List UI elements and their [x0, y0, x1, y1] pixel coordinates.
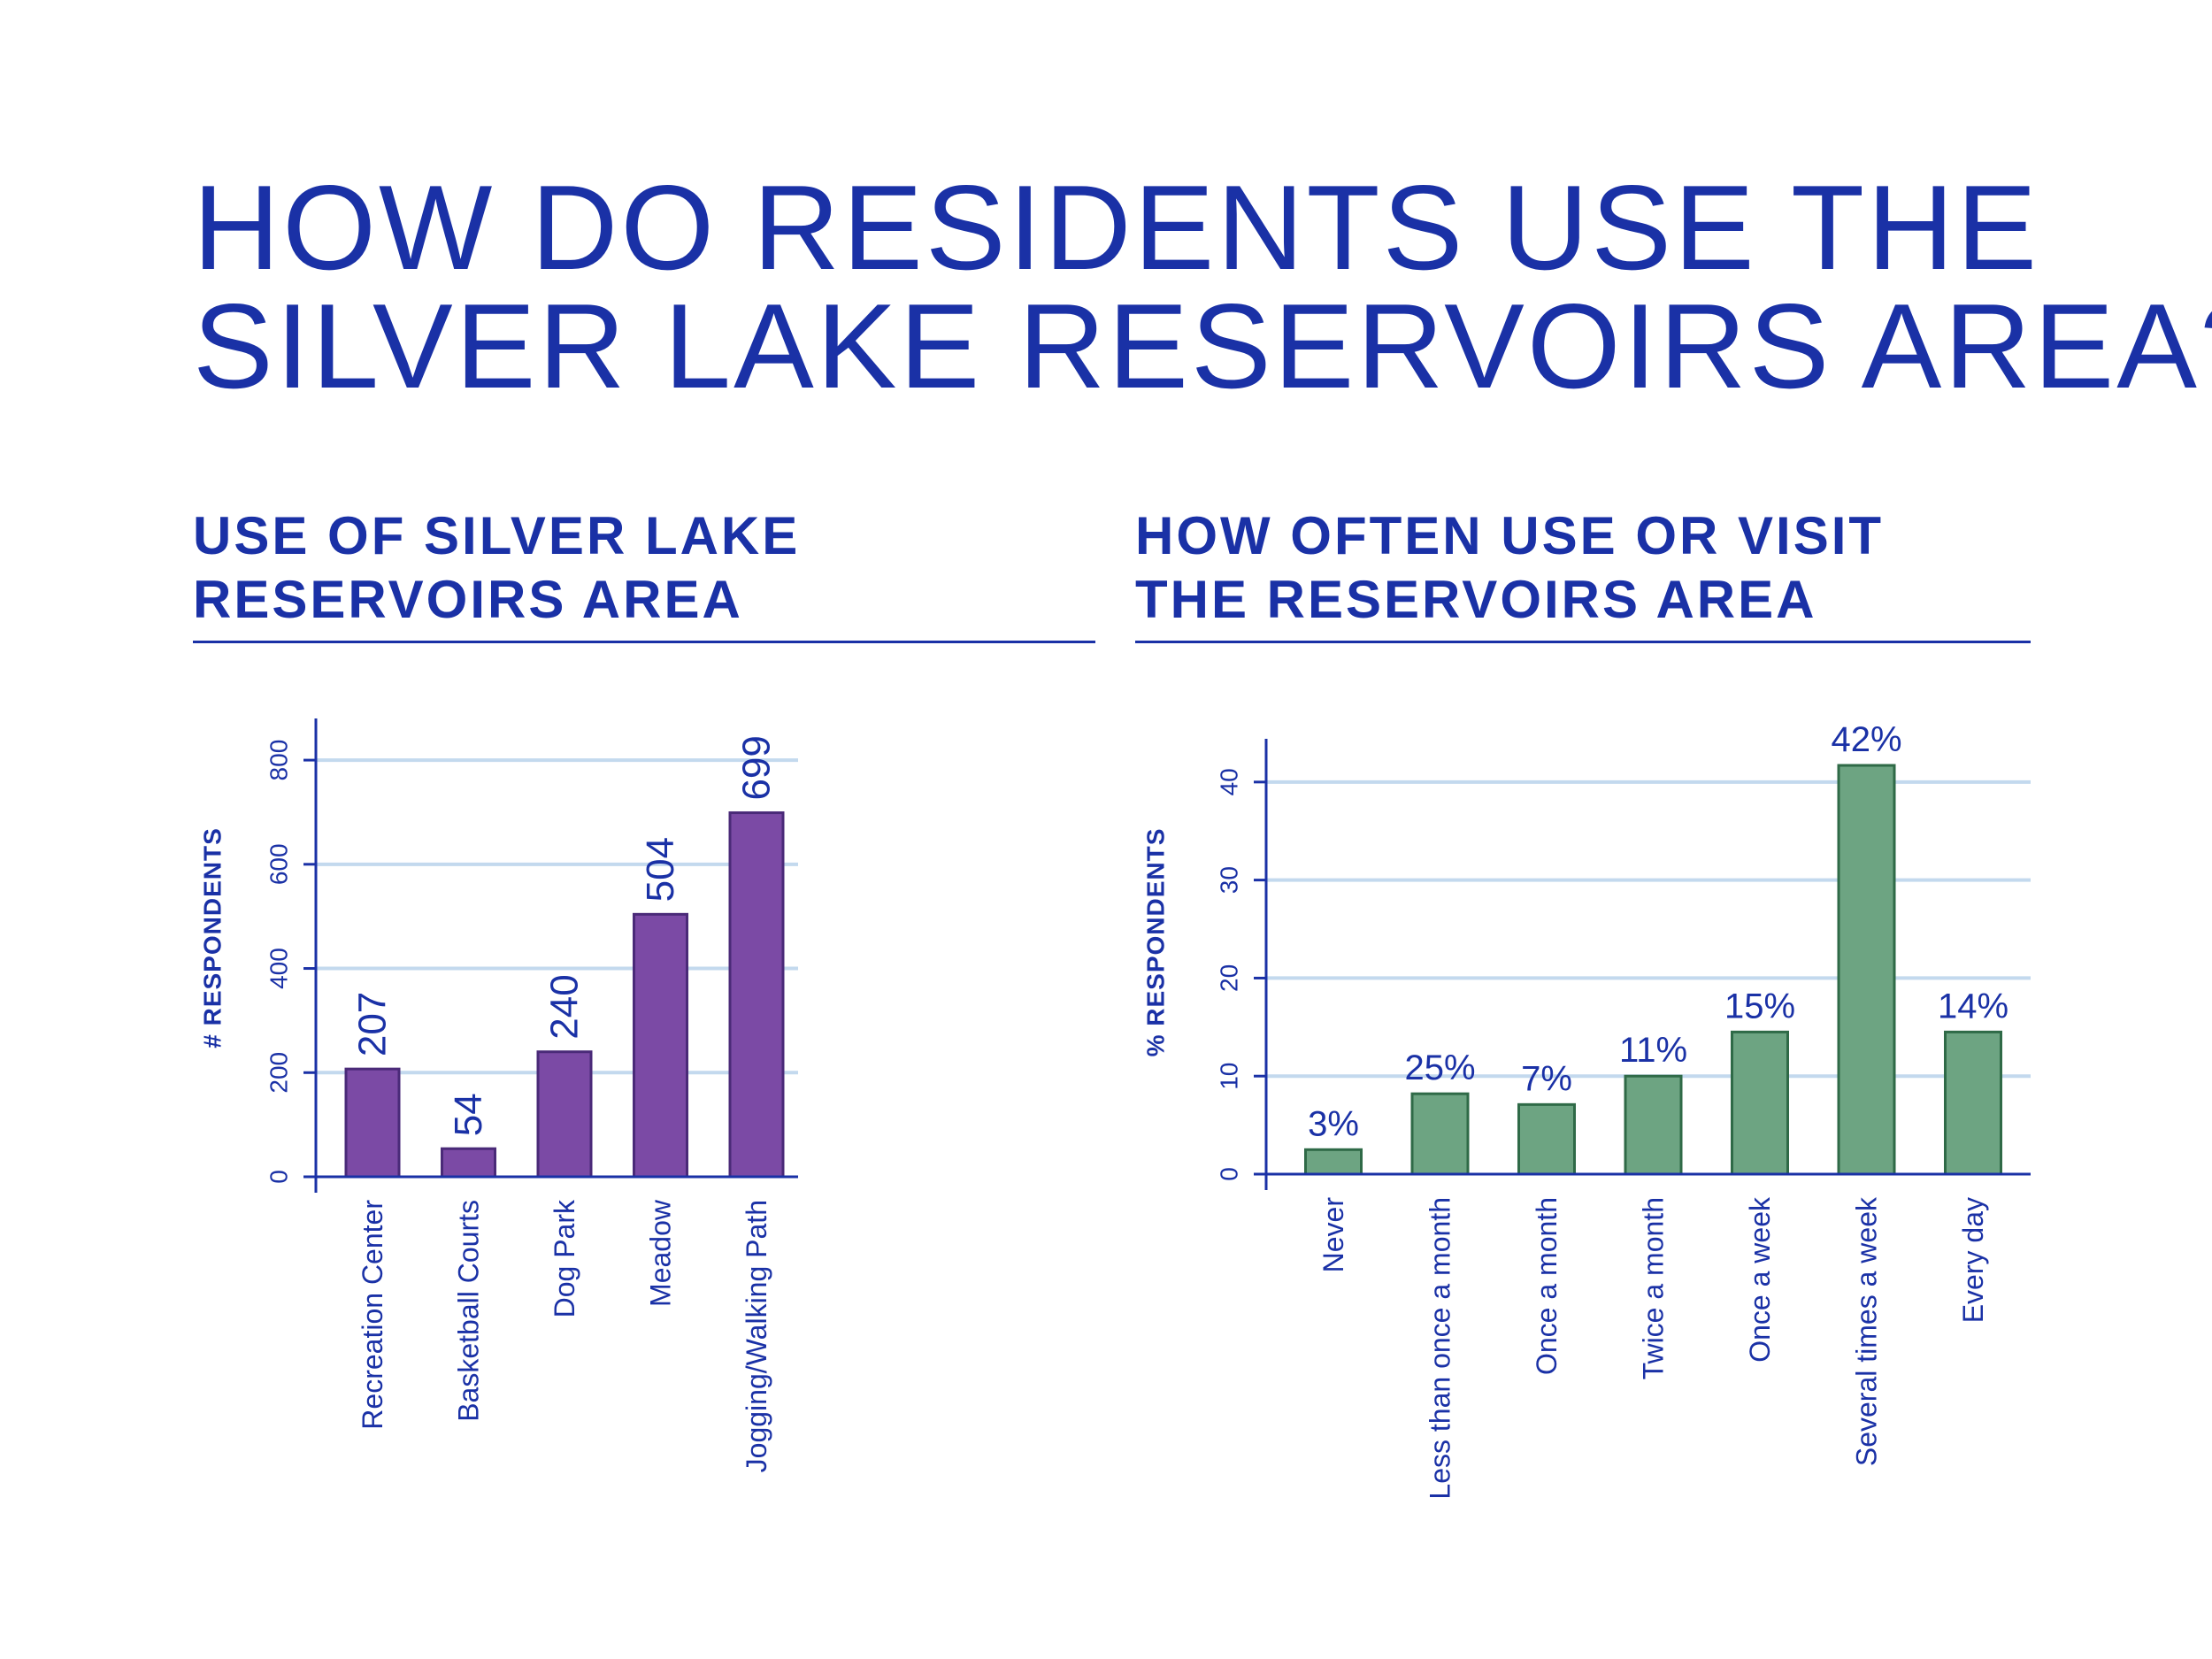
chart-1-value-label: 699 [735, 735, 779, 800]
chart-1-y-tick-label: 600 [265, 843, 293, 885]
chart-2-y-tick-label: 40 [1216, 768, 1243, 795]
chart-2-bar [1944, 1030, 2002, 1176]
chart-1-title-line-1: USE OF SILVER LAKE [193, 506, 801, 565]
chart-1-title: USE OF SILVER LAKE RESERVOIRS AREA [193, 504, 1095, 643]
chart-2-value-label: 11% [1619, 1031, 1687, 1070]
chart-1-category-label: Meadow [645, 1199, 677, 1307]
page-title: HOW DO RESIDENTS USE THE SILVER LAKE RES… [193, 160, 2212, 413]
chart-1-value-label: 207 [351, 992, 395, 1056]
chart-1-bar [633, 912, 688, 1179]
chart-1-bar [441, 1147, 496, 1179]
chart-1-category-label: Jogging/Walking Path [741, 1200, 772, 1472]
page-title-line-2: SILVER LAKE RESERVOIRS AREA? [193, 279, 2212, 413]
chart-2-bar [1624, 1074, 1683, 1176]
chart-1-y-tick-label: 0 [265, 1170, 293, 1184]
chart-1-bar [344, 1067, 401, 1179]
chart-2-value-label: 42% [1831, 720, 1901, 759]
chart-2-value-label: 3% [1308, 1104, 1359, 1143]
chart-2-y-tick-label: 20 [1216, 964, 1243, 992]
chart-2-y-tick-label: 10 [1216, 1063, 1243, 1090]
chart-2-value-label: 25% [1404, 1048, 1475, 1087]
chart-2-category-label: Once a week [1744, 1196, 1776, 1363]
chart-1-y-tick-label: 400 [265, 948, 293, 989]
chart-2-title-line-2: THE RESERVOIRS AREA [1135, 570, 1817, 629]
chart-1-value-label: 54 [447, 1093, 490, 1136]
chart-1-category-label: Dog Park [549, 1199, 580, 1317]
chart-1-y-tick-label: 800 [265, 740, 293, 781]
chart-2-value-label: 14% [1938, 987, 2008, 1025]
chart-2-category-label: Less than once a month [1425, 1197, 1456, 1500]
chart-2-category-label: Once a month [1531, 1197, 1563, 1375]
chart-2-y-axis-label: % RESPONDENTS [1142, 828, 1170, 1057]
chart-2-bar [1304, 1148, 1363, 1176]
chart-2-bar [1517, 1102, 1576, 1176]
chart-1-category-label: Basketball Courts [453, 1200, 485, 1422]
chart-1-title-line-2: RESERVOIRS AREA [193, 570, 743, 629]
chart-2-bar [1410, 1092, 1470, 1176]
chart-1-y-axis-label: # RESPONDENTS [199, 827, 227, 1048]
chart-2-y-tick-label: 0 [1216, 1167, 1243, 1181]
chart-2-bar [1731, 1030, 1789, 1176]
chart-2-title-line-1: HOW OFTEN USE OR VISIT [1135, 506, 1885, 565]
chart-2-value-label: 7% [1521, 1059, 1572, 1098]
chart-1-value-label: 504 [639, 837, 682, 902]
chart-2-category-label: Every day [1957, 1197, 1989, 1323]
page-title-line-1: HOW DO RESIDENTS USE THE [193, 160, 2040, 295]
chart-1-value-label: 240 [543, 974, 587, 1039]
chart-2-value-label: 15% [1724, 987, 1795, 1025]
chart-2-title: HOW OFTEN USE OR VISIT THE RESERVOIRS AR… [1135, 504, 2031, 643]
chart-2-bar [1837, 764, 1896, 1176]
chart-1-bar [536, 1050, 593, 1179]
chart-2-category-label: Several times a week [1851, 1196, 1883, 1466]
chart-1-y-tick-label: 200 [265, 1052, 293, 1094]
chart-2-category-label: Twice a month [1638, 1197, 1670, 1379]
chart-1-category-label: Recreation Center [357, 1200, 388, 1430]
chart-2-y-tick-label: 30 [1216, 866, 1243, 894]
chart-2-category-label: Never [1317, 1197, 1349, 1273]
